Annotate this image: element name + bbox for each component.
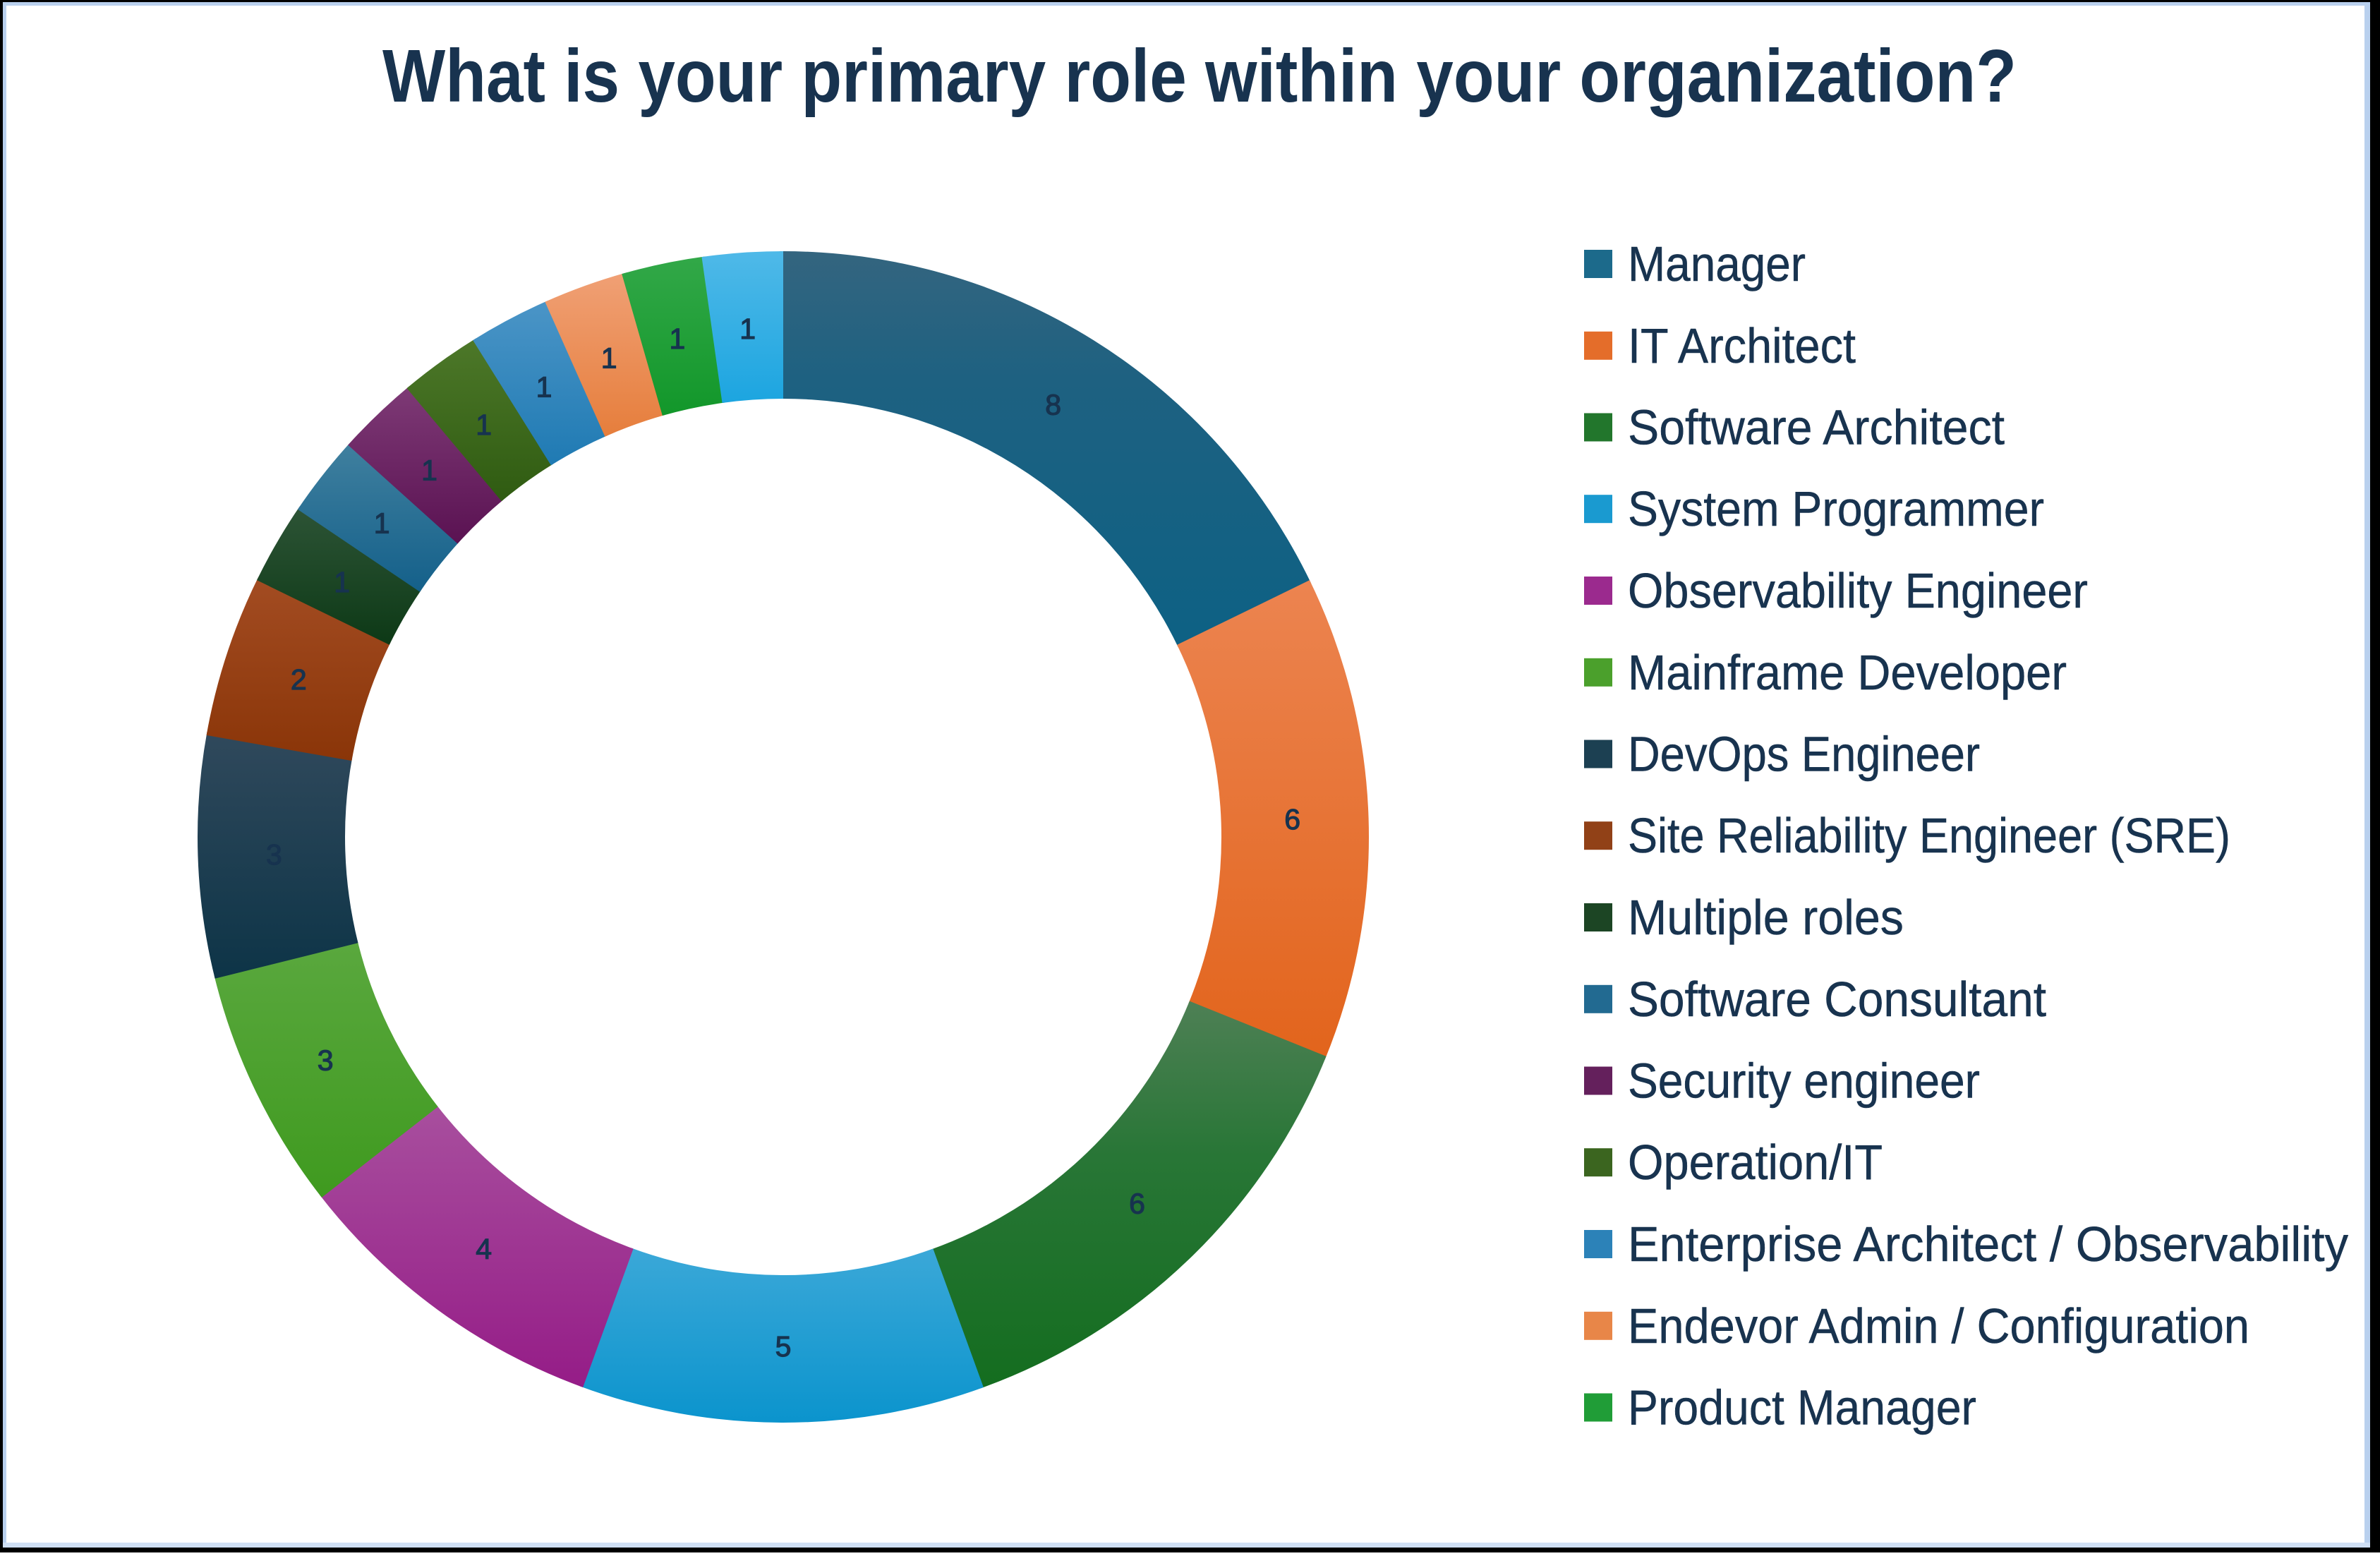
svg-text:Mainframe Developer: Mainframe Developer (1628, 645, 2067, 700)
svg-text:Multiple roles: Multiple roles (1628, 890, 1904, 945)
svg-text:Observability Engineer: Observability Engineer (1628, 563, 2088, 618)
svg-text:Manager: Manager (1628, 236, 1806, 291)
svg-text:6: 6 (1284, 803, 1300, 836)
svg-text:Site Reliability Engineer (SRE: Site Reliability Engineer (SRE) (1628, 808, 2230, 863)
svg-text:Software Consultant: Software Consultant (1628, 972, 2046, 1027)
svg-text:Product Manager: Product Manager (1628, 1380, 1976, 1435)
svg-text:1: 1 (334, 566, 350, 598)
svg-text:Security engineer: Security engineer (1628, 1054, 1980, 1109)
svg-text:6: 6 (1129, 1187, 1145, 1219)
svg-text:1: 1 (739, 313, 756, 345)
svg-text:3: 3 (266, 838, 282, 871)
svg-text:DevOps Engineer: DevOps Engineer (1628, 727, 1980, 782)
svg-text:1: 1 (536, 371, 552, 404)
svg-text:1: 1 (374, 507, 390, 540)
svg-text:What is your primary role with: What is your primary role within your or… (382, 35, 2017, 118)
svg-text:5: 5 (775, 1330, 792, 1363)
svg-text:Software Architect: Software Architect (1628, 400, 2005, 455)
svg-text:1: 1 (601, 342, 617, 375)
svg-text:IT Architect: IT Architect (1628, 318, 1856, 373)
svg-text:8: 8 (1045, 389, 1061, 421)
svg-text:System Programmer: System Programmer (1628, 481, 2044, 536)
svg-text:1: 1 (476, 409, 492, 441)
svg-text:2: 2 (291, 663, 307, 696)
svg-text:Operation/IT: Operation/IT (1628, 1135, 1883, 1190)
svg-text:3: 3 (318, 1044, 334, 1077)
svg-text:Endevor Admin / Configuration: Endevor Admin / Configuration (1628, 1298, 2249, 1353)
svg-text:Enterprise Architect / Observa: Enterprise Architect / Observability (1628, 1217, 2348, 1272)
svg-text:1: 1 (669, 322, 685, 355)
svg-text:4: 4 (476, 1233, 492, 1265)
svg-text:1: 1 (421, 454, 437, 487)
